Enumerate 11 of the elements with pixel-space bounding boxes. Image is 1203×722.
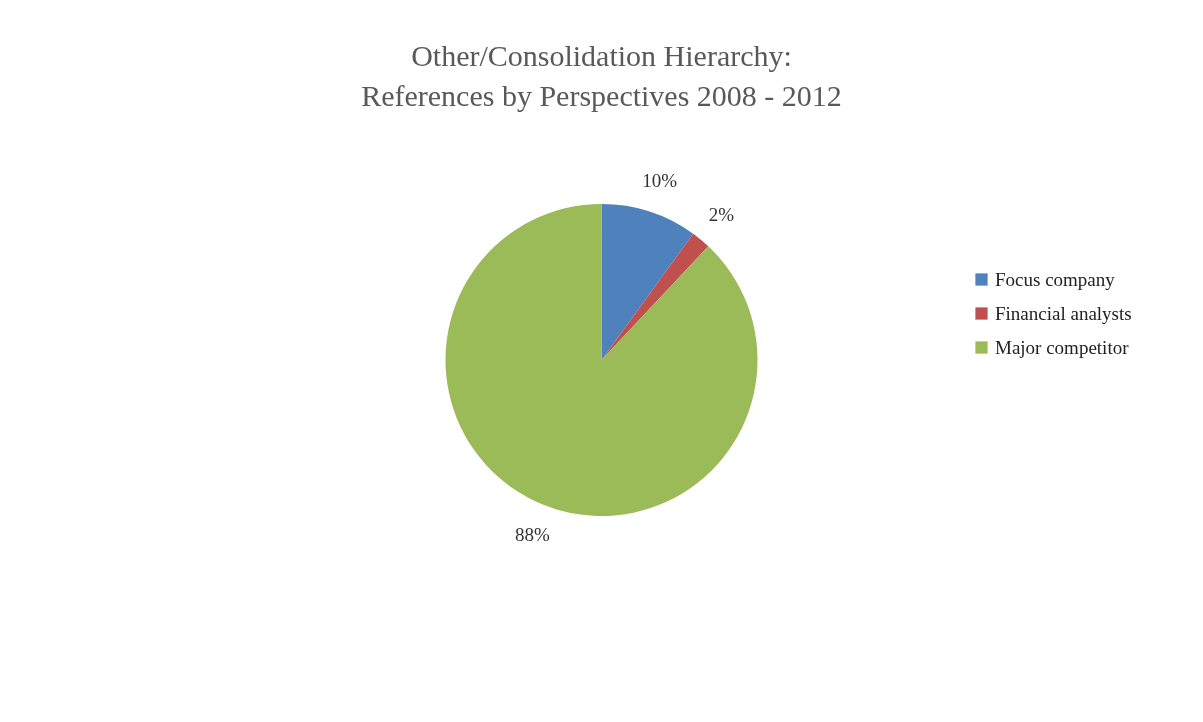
data-label: 2% (708, 204, 735, 226)
legend-label: Major competitor (995, 336, 1130, 358)
data-label: 88% (514, 523, 550, 545)
legend-label: Financial analysts (995, 302, 1132, 324)
text: References by Perspectives 2008 - 2012 (361, 79, 842, 112)
pie-slice (445, 204, 758, 516)
pie-slice (601, 204, 694, 360)
pie-slice (601, 233, 709, 360)
data-label: 10% (642, 170, 678, 192)
text: Other/Consolidation Hierarchy: (411, 39, 792, 72)
legend-label: Focus company (995, 268, 1116, 290)
